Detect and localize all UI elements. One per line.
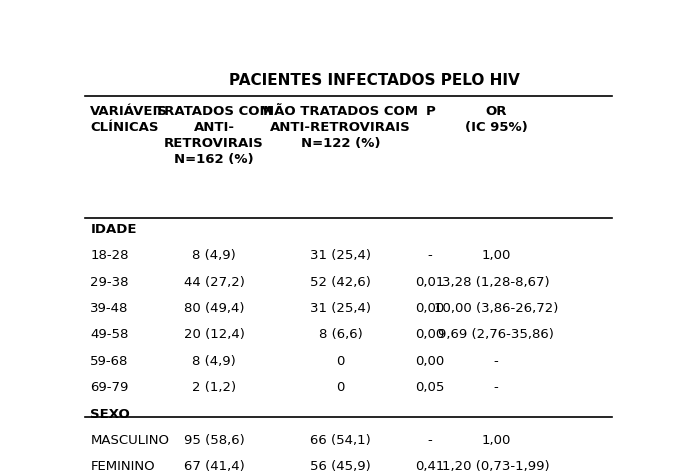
- Text: 59-68: 59-68: [90, 355, 129, 368]
- Text: -: -: [494, 355, 498, 368]
- Text: 3,28 (1,28-8,67): 3,28 (1,28-8,67): [442, 276, 550, 288]
- Text: 0,05: 0,05: [415, 381, 445, 394]
- Text: 2 (1,2): 2 (1,2): [192, 381, 236, 394]
- Text: 0,01: 0,01: [415, 276, 445, 288]
- Text: 9,69 (2,76-35,86): 9,69 (2,76-35,86): [438, 328, 554, 341]
- Text: 0,00: 0,00: [415, 355, 445, 368]
- Text: SEXO: SEXO: [90, 407, 130, 421]
- Text: 8 (4,9): 8 (4,9): [192, 355, 236, 368]
- Text: 20 (12,4): 20 (12,4): [184, 328, 245, 341]
- Text: -: -: [428, 249, 432, 262]
- Text: MASCULINO: MASCULINO: [90, 434, 169, 447]
- Text: 29-38: 29-38: [90, 276, 129, 288]
- Text: 31 (25,4): 31 (25,4): [310, 302, 371, 315]
- Text: 0,00: 0,00: [415, 328, 445, 341]
- Text: NÃO TRATADOS COM
ANTI-RETROVIRAIS
N=122 (%): NÃO TRATADOS COM ANTI-RETROVIRAIS N=122 …: [263, 105, 418, 150]
- Text: 69-79: 69-79: [90, 381, 129, 394]
- Text: 95 (58,6): 95 (58,6): [184, 434, 245, 447]
- Text: 8 (4,9): 8 (4,9): [192, 249, 236, 262]
- Text: P: P: [425, 105, 435, 118]
- Text: PACIENTES INFECTADOS PELO HIV: PACIENTES INFECTADOS PELO HIV: [229, 72, 520, 88]
- Text: 1,00: 1,00: [481, 434, 511, 447]
- Text: OR
(IC 95%): OR (IC 95%): [464, 105, 528, 134]
- Text: 80 (49,4): 80 (49,4): [184, 302, 244, 315]
- Text: 66 (54,1): 66 (54,1): [310, 434, 371, 447]
- Text: 0: 0: [337, 381, 345, 394]
- Text: -: -: [494, 381, 498, 394]
- Text: 0: 0: [337, 355, 345, 368]
- Text: 10,00 (3,86-26,72): 10,00 (3,86-26,72): [434, 302, 558, 315]
- Text: 0,00: 0,00: [415, 302, 445, 315]
- Text: 8 (6,6): 8 (6,6): [319, 328, 362, 341]
- Text: 1,00: 1,00: [481, 249, 511, 262]
- Text: VARIÁVEIS
CLÍNICAS: VARIÁVEIS CLÍNICAS: [90, 105, 168, 134]
- Text: 0,41: 0,41: [415, 460, 445, 474]
- Text: -: -: [428, 434, 432, 447]
- Text: 39-48: 39-48: [90, 302, 129, 315]
- Text: 18-28: 18-28: [90, 249, 129, 262]
- Text: 44 (27,2): 44 (27,2): [184, 276, 245, 288]
- Text: 56 (45,9): 56 (45,9): [310, 460, 371, 474]
- Text: TRATADOS COM
ANTI-
RETROVIRAIS
N=162 (%): TRATADOS COM ANTI- RETROVIRAIS N=162 (%): [155, 105, 273, 166]
- Text: IDADE: IDADE: [90, 223, 137, 236]
- Text: 52 (42,6): 52 (42,6): [310, 276, 371, 288]
- Text: FEMININO: FEMININO: [90, 460, 155, 474]
- Text: 67 (41,4): 67 (41,4): [184, 460, 245, 474]
- Text: 31 (25,4): 31 (25,4): [310, 249, 371, 262]
- Text: 49-58: 49-58: [90, 328, 129, 341]
- Text: 1,20 (0,73-1,99): 1,20 (0,73-1,99): [442, 460, 550, 474]
